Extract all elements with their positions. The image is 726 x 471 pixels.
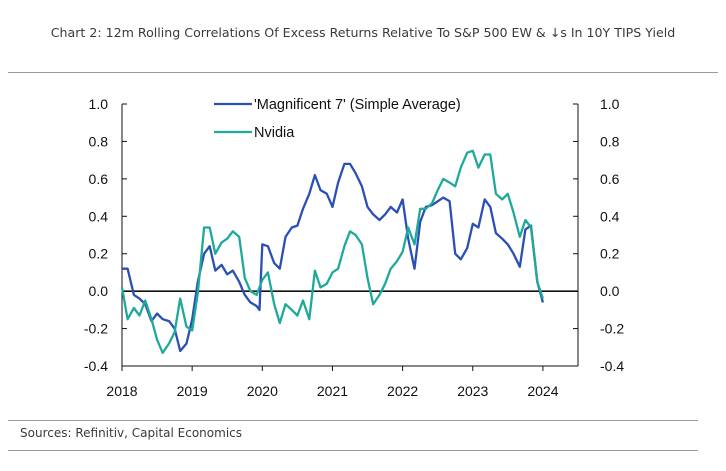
x-tick-label: 2023 (457, 383, 488, 399)
legend: 'Magnificent 7' (Simple Average) Nvidia (214, 97, 461, 141)
left-y-tick-label: -0.4 (84, 358, 108, 374)
chart-title: Chart 2: 12m Rolling Correlations Of Exc… (50, 25, 676, 40)
legend-label-nvidia: Nvidia (254, 125, 295, 141)
x-tick-label: 2018 (106, 383, 137, 399)
left-y-tick-label: 0.0 (89, 283, 109, 299)
left-y-tick-label: 0.6 (89, 171, 109, 187)
right-y-tick-label: 0.6 (600, 171, 620, 187)
right-y-tick-label: 0.8 (600, 133, 620, 149)
right-y-tick-label: 0.2 (600, 246, 620, 262)
left-y-tick-label: -0.2 (84, 321, 108, 337)
source-divider-bottom (8, 450, 698, 451)
x-tick-label: 2022 (387, 383, 418, 399)
axes: 1.0 1.0 0.8 0.8 0.6 0.6 0.4 0.4 0.2 0.2 0.0 0.0 -0.2… (84, 96, 624, 399)
series-lines (120, 149, 545, 355)
x-tick-label: 2020 (247, 383, 278, 399)
right-y-tick-label: -0.2 (600, 321, 624, 337)
left-y-tick-label: 0.2 (89, 246, 109, 262)
title-divider (8, 72, 718, 73)
right-y-tick-label: 0.4 (600, 208, 620, 224)
line-chart: 1.0 1.0 0.8 0.8 0.6 0.6 0.4 0.4 0.2 0.2 0.0 0.0 -0.2… (84, 96, 624, 399)
right-y-tick-label: 1.0 (600, 96, 620, 112)
series-line-magnificent-7 (122, 162, 545, 353)
right-y-tick-label: -0.4 (600, 358, 624, 374)
left-y-tick-label: 0.8 (89, 133, 109, 149)
legend-label-magnificent-7: 'Magnificent 7' (Simple Average) (254, 97, 461, 113)
series-line-nvidia (120, 149, 544, 355)
source-divider-top (8, 420, 698, 421)
x-tick-label: 2021 (317, 383, 348, 399)
x-tick-label: 2024 (527, 383, 558, 399)
source-note: Sources: Refinitiv, Capital Economics (20, 426, 243, 440)
left-y-tick-label: 1.0 (89, 96, 109, 112)
left-y-tick-label: 0.4 (89, 208, 109, 224)
right-y-tick-label: 0.0 (600, 283, 620, 299)
x-tick-label: 2019 (177, 383, 208, 399)
